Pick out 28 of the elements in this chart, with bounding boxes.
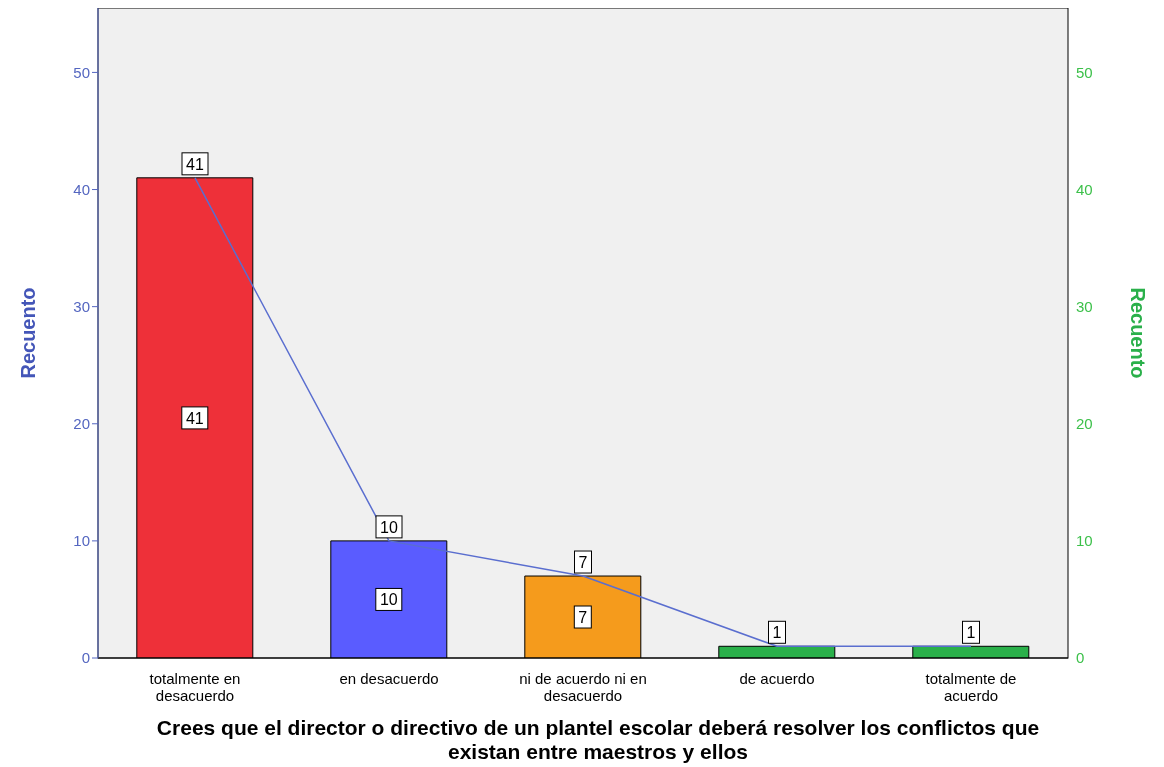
data-label: 41	[186, 155, 204, 173]
y-tick-label: 40	[73, 180, 90, 198]
y2-tick-label: 10	[1076, 532, 1093, 550]
x-axis-title: Crees que el director o directivo de un plantel escolar deberá resolver los conflictos que existan entre maestros y ellos	[155, 716, 1041, 764]
x-tick-label: ni de acuerdo ni en desacuerdo	[519, 670, 647, 704]
x-tick-label: de acuerdo	[739, 670, 815, 687]
y-axis-title: Recuento	[17, 287, 40, 379]
data-label: 41	[185, 409, 204, 427]
data-label: 10	[379, 591, 398, 609]
y-tick-label: 10	[73, 532, 90, 550]
y-tick-label: 50	[73, 63, 90, 81]
y2-tick-label: 50	[1076, 63, 1093, 81]
y2-tick-label: 0	[1076, 649, 1085, 667]
data-label: 7	[578, 609, 588, 627]
y-tick-label: 0	[81, 649, 90, 667]
y2-tick-label: 40	[1076, 180, 1093, 198]
data-label: 10	[380, 518, 398, 536]
x-tick-label: totalmente en desacuerdo	[149, 670, 241, 704]
y2-tick-label: 30	[1076, 297, 1093, 315]
y2-tick-label: 20	[1076, 415, 1093, 433]
x-tick-label: totalmente de acuerdo	[925, 670, 1017, 704]
y-tick-label: 30	[73, 297, 90, 315]
x-tick-label: en desacuerdo	[339, 670, 439, 687]
data-label: 7	[578, 554, 588, 572]
y2-axis-title: Recuento	[1126, 287, 1149, 379]
data-label: 1	[966, 624, 976, 642]
y-tick-label: 20	[73, 415, 90, 433]
data-label: 1	[772, 624, 782, 642]
